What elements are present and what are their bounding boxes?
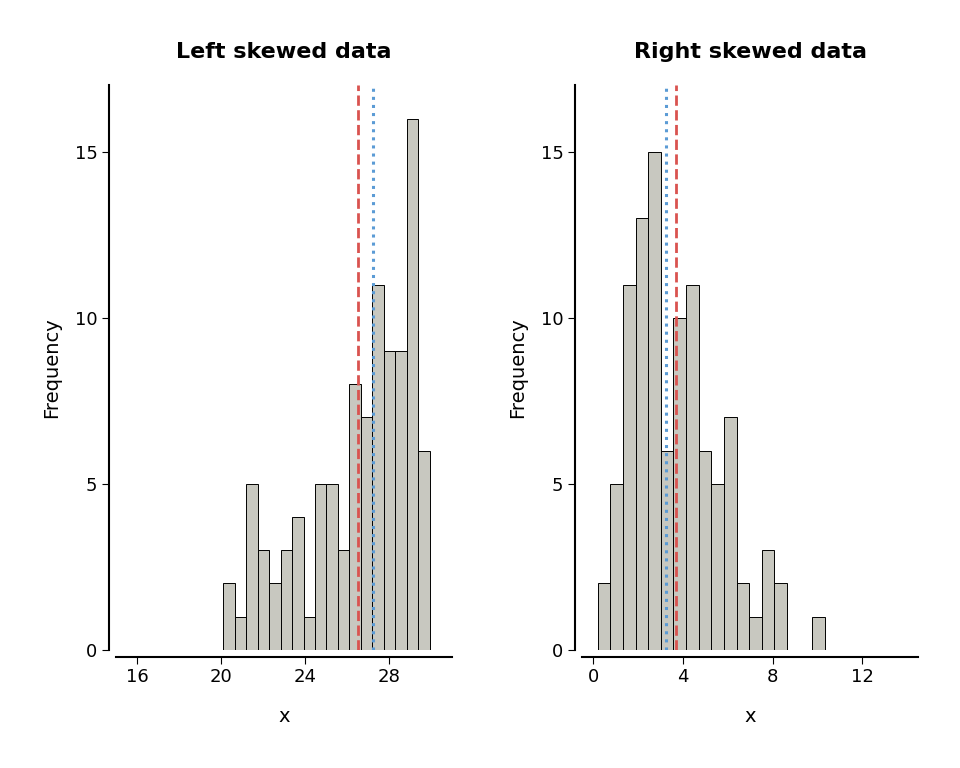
Bar: [349, 384, 361, 650]
X-axis label: x: x: [745, 707, 756, 727]
Bar: [372, 285, 384, 650]
Bar: [598, 584, 611, 650]
Bar: [736, 584, 749, 650]
Bar: [623, 285, 636, 650]
Bar: [711, 484, 724, 650]
Bar: [636, 218, 648, 650]
Bar: [326, 484, 338, 650]
Bar: [384, 351, 396, 650]
Bar: [686, 285, 699, 650]
Bar: [235, 617, 247, 650]
Y-axis label: Frequency: Frequency: [41, 317, 60, 418]
Bar: [699, 451, 711, 650]
Bar: [303, 617, 315, 650]
X-axis label: x: x: [278, 707, 290, 727]
Bar: [611, 484, 623, 650]
Bar: [762, 550, 775, 650]
Bar: [724, 417, 736, 650]
Bar: [280, 550, 292, 650]
Bar: [338, 550, 349, 650]
Bar: [269, 584, 280, 650]
Bar: [292, 517, 303, 650]
Title: Left skewed data: Left skewed data: [177, 41, 392, 61]
Bar: [674, 318, 686, 650]
Bar: [361, 417, 372, 650]
Bar: [419, 451, 429, 650]
Bar: [648, 152, 660, 650]
Bar: [407, 118, 419, 650]
Bar: [224, 584, 235, 650]
Bar: [247, 484, 257, 650]
Bar: [315, 484, 326, 650]
Bar: [660, 451, 674, 650]
Bar: [396, 351, 407, 650]
Bar: [775, 584, 787, 650]
Bar: [749, 617, 762, 650]
Title: Right skewed data: Right skewed data: [634, 41, 867, 61]
Bar: [257, 550, 269, 650]
Bar: [812, 617, 825, 650]
Y-axis label: Frequency: Frequency: [508, 317, 527, 418]
